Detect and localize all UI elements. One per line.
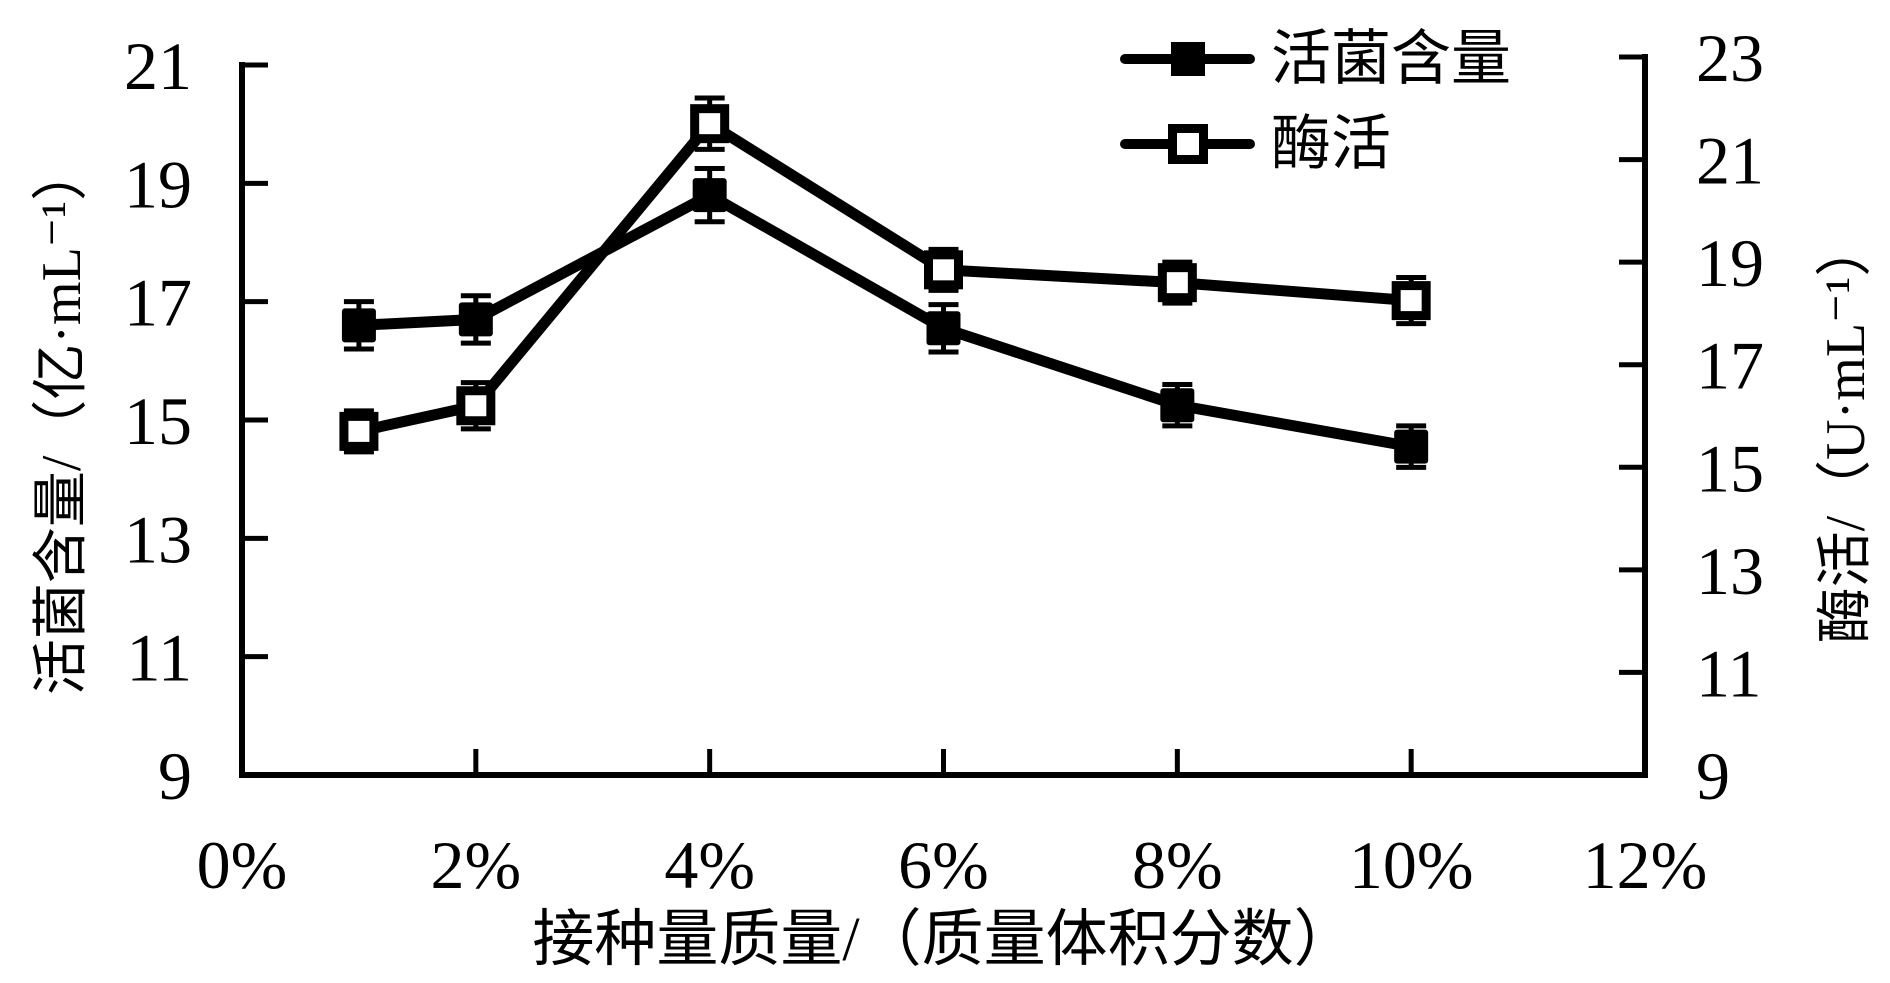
left-axis-tick-label: 15 (124, 383, 192, 459)
open-square-marker-icon (1120, 123, 1255, 164)
x-axis-tick-label: 12% (1583, 827, 1708, 903)
right-axis-tick-label: 19 (1696, 225, 1764, 301)
filled-square-marker-icon (1120, 41, 1255, 76)
legend-item-enzyme-activity: 酶活 (1120, 101, 1511, 186)
right-axis-tick-label: 13 (1696, 533, 1764, 609)
x-axis-tick-label: 0% (197, 827, 288, 903)
right-axis-tick-label: 21 (1696, 123, 1764, 199)
left-axis-title: 活菌含量/（亿·mL⁻¹） (31, 144, 93, 696)
left-axis-tick-label: 19 (124, 146, 192, 222)
right-axis-tick-label: 9 (1696, 738, 1730, 814)
legend: 活菌含量 酶活 (1120, 16, 1511, 186)
left-axis-tick-label: 17 (124, 265, 192, 341)
right-axis-tick-label: 17 (1696, 328, 1764, 404)
series-viable-count-marker (1394, 429, 1429, 464)
series-enzyme-activity-marker (924, 250, 963, 290)
series-viable-count-line (358, 188, 1413, 453)
left-axis-tick-label: 9 (158, 738, 192, 814)
x-axis-tick-label: 10% (1349, 827, 1474, 903)
series-enzyme-activity-marker (339, 411, 379, 451)
series-viable-count-marker (926, 311, 961, 346)
x-axis-tick-label: 4% (664, 827, 755, 903)
legend-label: 活菌含量 (1271, 25, 1511, 92)
left-axis-tick-label: 13 (124, 501, 192, 577)
x-axis-title: 接种量质量/（质量体积分数） (532, 906, 1356, 974)
x-axis-tick-label: 2% (431, 827, 522, 903)
right-axis-title: 酶活/（U·mL⁻¹） (1815, 220, 1877, 644)
series-viable-count-marker (692, 178, 727, 213)
x-axis-tick-label: 8% (1132, 827, 1223, 903)
legend-item-viable-count: 活菌含量 (1120, 16, 1511, 101)
right-axis-tick-label: 23 (1696, 20, 1764, 96)
x-axis-tick-label: 6% (898, 827, 989, 903)
left-axis-tick-label: 21 (124, 28, 192, 104)
series-enzyme-activity-marker (690, 104, 730, 144)
series-enzyme-activity-marker (1157, 263, 1197, 303)
right-axis-tick-label: 15 (1696, 430, 1764, 506)
series-viable-count-marker (1160, 388, 1195, 423)
series-viable-count-marker (341, 308, 376, 343)
series-viable-count-marker (458, 302, 493, 337)
legend-label: 酶活 (1271, 110, 1391, 177)
series-enzyme-activity-marker (456, 386, 496, 426)
left-axis-tick-label: 11 (127, 620, 192, 696)
right-axis-tick-label: 11 (1696, 635, 1761, 711)
series-enzyme-activity-marker (1391, 281, 1431, 321)
